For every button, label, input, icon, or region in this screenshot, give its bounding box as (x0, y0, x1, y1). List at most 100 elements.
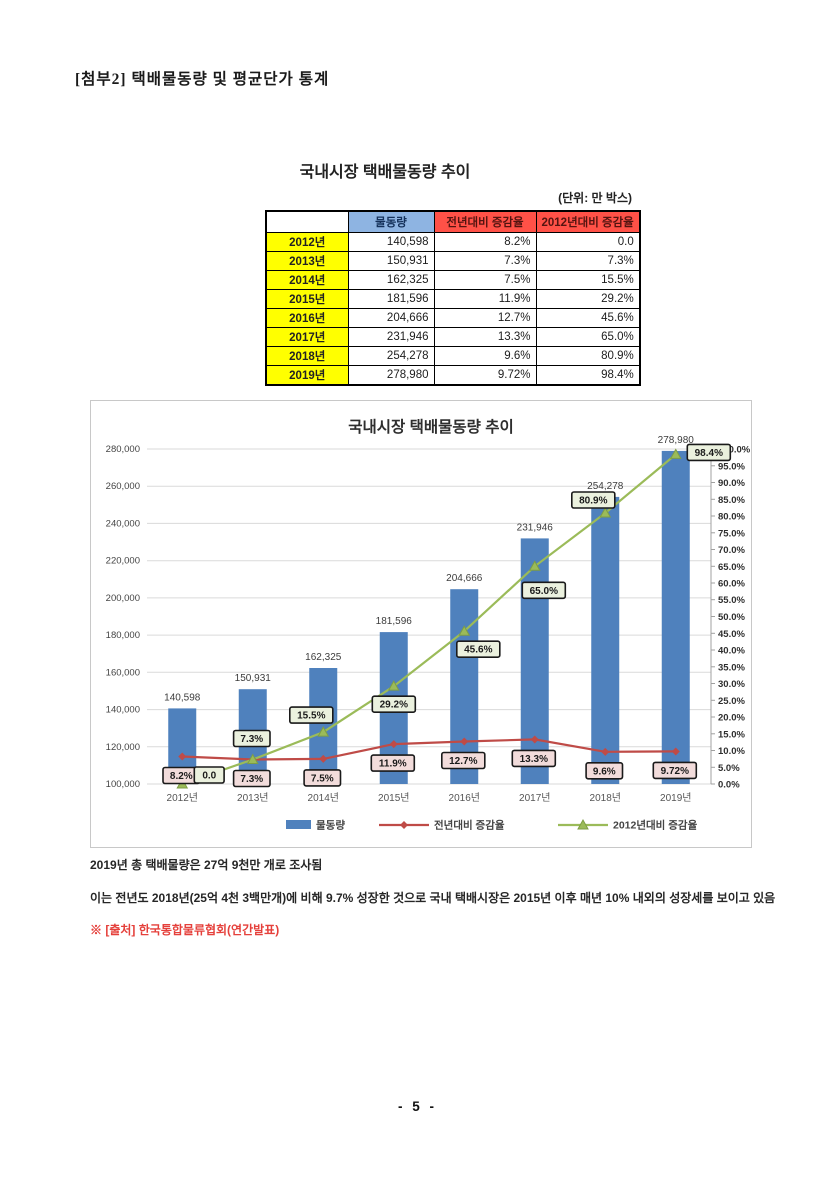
yoy-cell: 7.3% (433, 251, 537, 271)
svg-text:12.7%: 12.7% (449, 756, 477, 767)
svg-text:7.3%: 7.3% (240, 734, 263, 745)
source-note: ※ [출처] 한국통합물류협회(연간발표) (90, 923, 280, 937)
svg-text:70.0%: 70.0% (718, 545, 745, 556)
svg-text:55.0%: 55.0% (718, 595, 745, 606)
svg-text:5.0%: 5.0% (718, 763, 740, 774)
svg-text:7.3%: 7.3% (240, 774, 263, 785)
header-blank (265, 210, 349, 233)
year-cell: 2012년 (265, 232, 349, 252)
unit-note: (단위: 만 박스) (558, 191, 632, 205)
svg-text:45.6%: 45.6% (464, 645, 492, 656)
page-number: - 5 - (397, 1099, 437, 1114)
svg-text:13.3%: 13.3% (520, 754, 548, 765)
table-row: 2018년 254,278 9.6% 80.9% (265, 346, 641, 366)
svg-text:80.0%: 80.0% (718, 512, 745, 523)
volume-cell: 150,931 (347, 251, 435, 271)
volume-trend-chart: 100,000 120,000 140,000 160,000 180,000 200,0… (90, 400, 752, 848)
svg-text:25.0%: 25.0% (718, 696, 745, 707)
svg-text:140,000: 140,000 (106, 705, 140, 716)
vs2012-cell: 65.0% (535, 327, 641, 347)
svg-text:2015년: 2015년 (378, 792, 409, 804)
vs2012-cell: 0.0 (535, 232, 641, 252)
table-row: 2014년 162,325 7.5% 15.5% (265, 270, 641, 290)
svg-text:전년대비 증감율: 전년대비 증감율 (434, 819, 505, 832)
svg-text:181,596: 181,596 (376, 616, 413, 627)
year-cell: 2019년 (265, 365, 349, 386)
svg-text:2013년: 2013년 (237, 792, 268, 804)
header-vs2012-change: 2012년대비 증감율 (535, 210, 641, 233)
svg-text:65.0%: 65.0% (530, 586, 558, 597)
svg-text:260,000: 260,000 (106, 481, 140, 492)
page-title: [첨부2] 택배물동량 및 평균단가 통계 (75, 71, 330, 88)
svg-text:10.0%: 10.0% (718, 746, 745, 757)
svg-text:2016년: 2016년 (449, 792, 480, 804)
svg-text:200,000: 200,000 (106, 593, 140, 604)
svg-text:11.9%: 11.9% (379, 759, 407, 770)
yoy-cell: 8.2% (433, 232, 537, 252)
vs2012-cell: 15.5% (535, 270, 641, 290)
svg-text:80.9%: 80.9% (579, 496, 607, 507)
svg-text:20.0%: 20.0% (718, 713, 745, 724)
vs2012-cell: 29.2% (535, 289, 641, 309)
year-cell: 2013년 (265, 251, 349, 271)
svg-text:2014년: 2014년 (308, 792, 339, 804)
svg-text:220,000: 220,000 (106, 556, 140, 567)
svg-text:160,000: 160,000 (106, 667, 140, 678)
svg-text:40.0%: 40.0% (718, 646, 745, 657)
year-cell: 2018년 (265, 346, 349, 366)
note-line-1: 2019년 총 택배물량은 27억 9천만 개로 조사됨 (90, 858, 323, 872)
chart-svg: 100,000 120,000 140,000 160,000 180,000 200,0… (106, 417, 751, 832)
volume-stats-table: 물동량 전년대비 증감율 2012년대비 증감율 2012년 140,598 8… (265, 210, 641, 386)
svg-text:0.0: 0.0 (202, 771, 216, 782)
svg-text:30.0%: 30.0% (718, 679, 745, 690)
yoy-cell: 13.3% (433, 327, 537, 347)
year-cell: 2016년 (265, 308, 349, 328)
header-yoy-change: 전년대비 증감율 (433, 210, 537, 233)
volume-cell: 140,598 (347, 232, 435, 252)
svg-text:50.0%: 50.0% (718, 612, 745, 623)
vs2012-cell: 45.6% (535, 308, 641, 328)
svg-text:278,980: 278,980 (658, 435, 695, 446)
volume-cell: 204,666 (347, 308, 435, 328)
svg-text:15.0%: 15.0% (718, 729, 745, 740)
table-header-row: 물동량 전년대비 증감율 2012년대비 증감율 (265, 210, 641, 233)
yoy-cell: 9.6% (433, 346, 537, 366)
svg-text:100.0%: 100.0% (718, 445, 751, 456)
svg-text:150,931: 150,931 (235, 673, 272, 684)
year-cell: 2014년 (265, 270, 349, 290)
svg-text:2019년: 2019년 (660, 792, 691, 804)
svg-text:8.2%: 8.2% (170, 771, 193, 782)
svg-text:240,000: 240,000 (106, 518, 140, 529)
svg-text:65.0%: 65.0% (718, 562, 745, 573)
svg-text:국내시장 택배물동량 추이: 국내시장 택배물동량 추이 (348, 417, 513, 436)
svg-text:15.5%: 15.5% (297, 711, 325, 722)
svg-text:9.72%: 9.72% (661, 766, 689, 777)
svg-text:90.0%: 90.0% (718, 478, 745, 489)
yoy-cell: 7.5% (433, 270, 537, 290)
svg-text:120,000: 120,000 (106, 742, 140, 753)
volume-cell: 254,278 (347, 346, 435, 366)
table-row: 2012년 140,598 8.2% 0.0 (265, 232, 641, 252)
svg-text:45.0%: 45.0% (718, 629, 745, 640)
svg-text:85.0%: 85.0% (718, 495, 745, 506)
header-volume: 물동량 (347, 210, 435, 233)
table-row: 2017년 231,946 13.3% 65.0% (265, 327, 641, 347)
volume-cell: 181,596 (347, 289, 435, 309)
svg-text:75.0%: 75.0% (718, 528, 745, 539)
volume-cell: 278,980 (347, 365, 435, 386)
svg-text:162,325: 162,325 (305, 652, 342, 663)
table-row: 2015년 181,596 11.9% 29.2% (265, 289, 641, 309)
table-row: 2016년 204,666 12.7% 45.6% (265, 308, 641, 328)
svg-text:98.4%: 98.4% (695, 448, 723, 459)
svg-text:254,278: 254,278 (587, 481, 624, 492)
yoy-cell: 11.9% (433, 289, 537, 309)
svg-text:9.6%: 9.6% (593, 766, 616, 777)
vs2012-cell: 80.9% (535, 346, 641, 366)
svg-text:140,598: 140,598 (164, 692, 201, 703)
svg-text:0.0%: 0.0% (718, 780, 740, 791)
svg-text:2017년: 2017년 (519, 792, 550, 804)
note-line-2: 이는 전년도 2018년(25억 4천 3백만개)에 비해 9.7% 성장한 것… (90, 891, 776, 905)
svg-text:7.5%: 7.5% (311, 773, 334, 784)
svg-text:60.0%: 60.0% (718, 579, 745, 590)
